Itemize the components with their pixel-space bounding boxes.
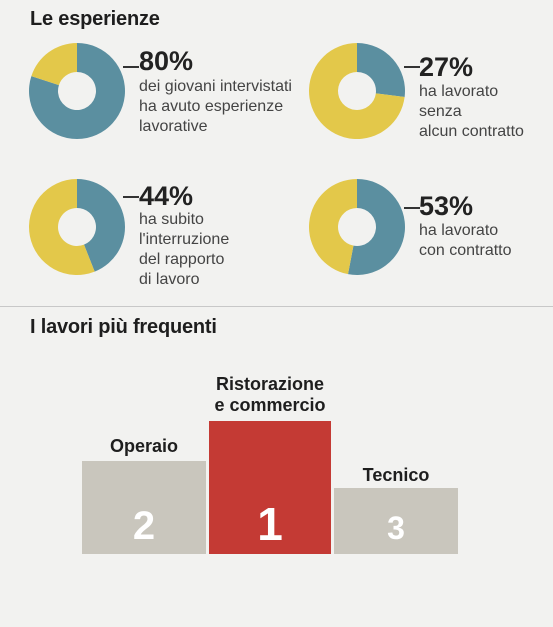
section-title-experiences: Le esperienze bbox=[30, 8, 160, 30]
leader-line bbox=[404, 207, 420, 209]
section-title-frequent-jobs: I lavori più frequenti bbox=[30, 316, 217, 338]
percent-label: 53% bbox=[419, 191, 474, 221]
podium-rank: 3 bbox=[387, 510, 405, 546]
section-divider bbox=[0, 306, 553, 307]
donut-slice-teal bbox=[28, 43, 125, 140]
donut-slice-yellow bbox=[29, 179, 95, 275]
percent-label: 27% bbox=[419, 52, 474, 82]
donut-slice-yellow bbox=[31, 43, 77, 86]
podium-rank: 1 bbox=[257, 498, 283, 550]
podium-label-operaio: Operaio bbox=[109, 436, 179, 456]
percent-description: ha subito l'interruzione del rapporto di… bbox=[139, 211, 230, 288]
percent-description: ha lavorato senza alcun contratto bbox=[419, 83, 524, 140]
podium-bar-tecnico: 3 bbox=[334, 488, 458, 554]
donut-slice-teal bbox=[357, 43, 405, 98]
donut-chart-interruption bbox=[29, 179, 125, 275]
leader-line bbox=[404, 66, 420, 68]
podium-rank: 2 bbox=[132, 504, 156, 548]
leader-line bbox=[123, 66, 139, 68]
percent-description: dei giovani intervistati ha avuto esperi… bbox=[139, 78, 292, 135]
donut-chart-experiences bbox=[28, 43, 125, 140]
podium-label-ristorazione: Ristorazione e commercio bbox=[214, 374, 326, 415]
donut-slice-teal bbox=[77, 179, 125, 272]
percent-label: 44% bbox=[139, 181, 194, 211]
percent-description: ha lavorato con contratto bbox=[419, 222, 512, 259]
donut-slice-yellow bbox=[309, 43, 405, 139]
donut-chart-no-contract bbox=[309, 43, 405, 139]
donut-chart-with-contract bbox=[308, 179, 405, 275]
donut-slice-yellow bbox=[308, 179, 357, 275]
percent-label: 80% bbox=[139, 46, 194, 76]
podium-bar-operaio: 2 bbox=[82, 461, 206, 554]
leader-line bbox=[123, 196, 139, 198]
donut-slice-teal bbox=[348, 179, 405, 275]
podium-bar-ristorazione: 1 bbox=[209, 421, 331, 554]
podium-label-tecnico: Tecnico bbox=[362, 465, 430, 485]
